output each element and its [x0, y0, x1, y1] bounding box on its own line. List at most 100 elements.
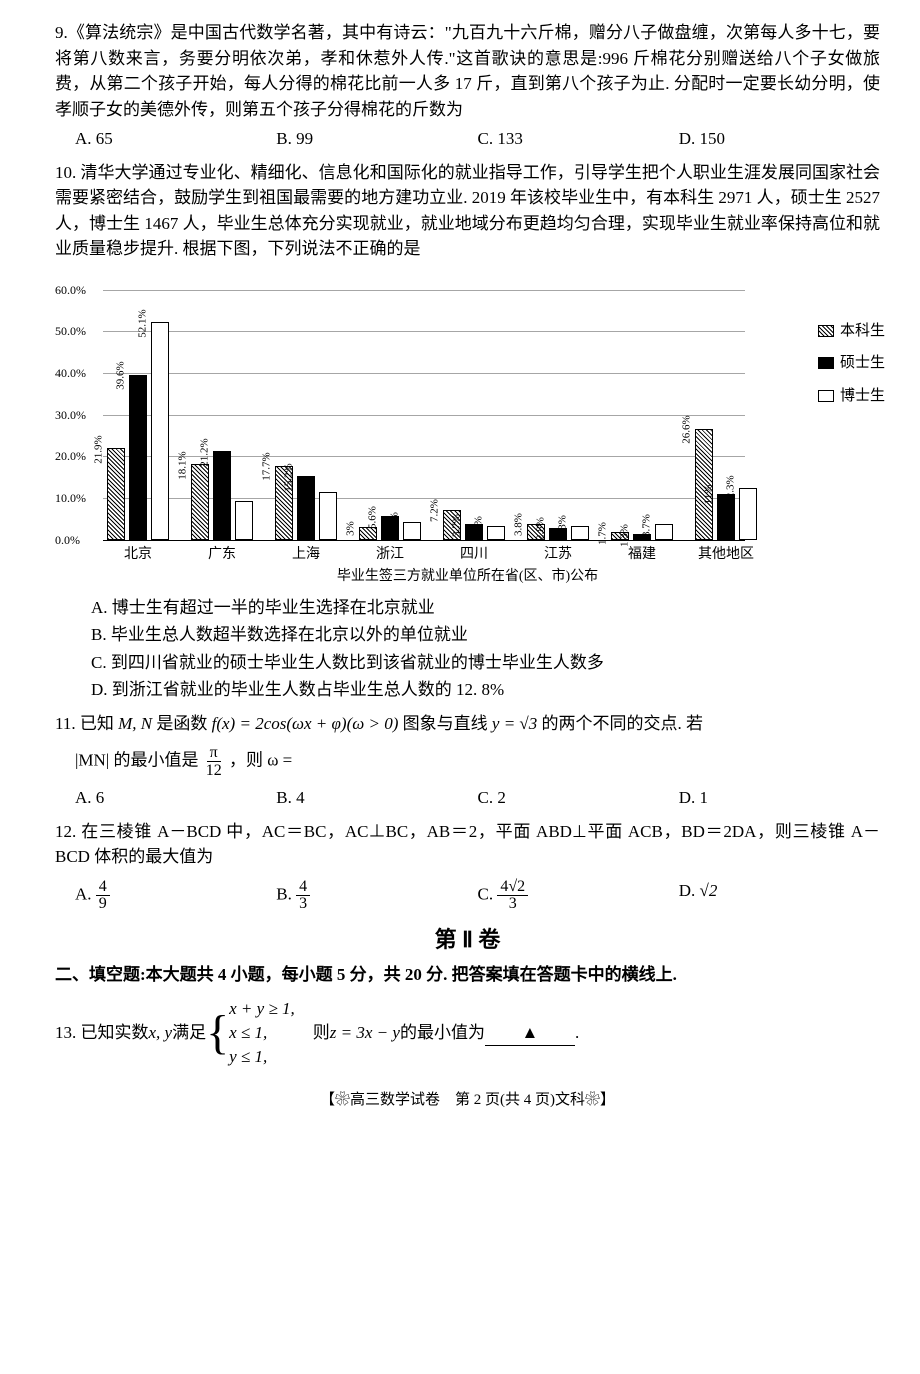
- q11-t1: 11. 已知: [55, 714, 118, 733]
- q10-opt-d: D. 到浙江省就业的毕业生人数占毕业生总人数的 12. 8%: [91, 677, 880, 703]
- legend-label: 博士生: [840, 385, 885, 408]
- bar: 3.7%: [655, 524, 673, 539]
- ytick: 40.0%: [55, 364, 86, 382]
- q11-line2: |MN| 的最小值是 π12 ，则 ω =: [75, 744, 880, 779]
- q9-text: 9.《算法统宗》是中国古代数学名著，其中有诗云："九百九十六斤棉，赠分八子做盘缠…: [55, 20, 880, 122]
- bar-label: 12.3%: [723, 475, 740, 503]
- legend-item: 硕士生: [818, 352, 885, 375]
- bar-label: 1.7%: [595, 522, 612, 545]
- category-label: 其他地区: [698, 544, 754, 565]
- q11-mn: M, N: [118, 714, 152, 733]
- bar: 52.1%: [151, 322, 169, 539]
- q12-b-d: 3: [296, 895, 310, 912]
- section-2-title: 第 Ⅱ 卷: [55, 923, 880, 956]
- q13-t1: 13. 已知实数: [55, 1020, 149, 1046]
- q9-opt-d: D. 150: [679, 126, 880, 152]
- bar-label: 3%: [343, 521, 360, 536]
- q13-xy: x, y: [149, 1020, 173, 1046]
- q11-t2: 是函数: [152, 714, 212, 733]
- q12-opt-b: B. 43: [276, 878, 477, 913]
- q11-yeq: y = √3: [492, 714, 537, 733]
- bar: 39.6%: [129, 375, 147, 540]
- bar-label: 3.3%: [555, 515, 572, 538]
- bar-group: 3.8%2.8%3.3%江苏: [527, 524, 589, 540]
- q11-t6: ，则 ω =: [229, 751, 292, 770]
- ytick: 20.0%: [55, 447, 86, 465]
- q11-frac-d: 12: [203, 762, 225, 779]
- q12-a-d: 9: [96, 895, 110, 912]
- legend-item: 本科生: [818, 320, 885, 343]
- q12-b-n: 4: [296, 878, 310, 896]
- q11-options: A. 6 B. 4 C. 2 D. 1: [75, 785, 880, 811]
- q11-t3: 图象与直线: [398, 714, 492, 733]
- question-9: 9.《算法统宗》是中国古代数学名著，其中有诗云："九百九十六斤棉，赠分八子做盘缠…: [55, 20, 880, 152]
- q12-d: √2: [700, 881, 718, 900]
- bar-group: 1.7%1.3%3.7%福建: [611, 524, 673, 539]
- q11-frac: π12: [203, 744, 225, 779]
- q13-z: z = 3x − y: [330, 1020, 400, 1046]
- legend: 本科生硕士生博士生: [818, 310, 885, 418]
- bar-label: 21.2%: [197, 438, 214, 466]
- bar-label: 21.9%: [91, 435, 108, 463]
- chart-title: 毕业生签三方就业单位所在省(区、市)公布: [55, 566, 880, 587]
- q13-t2: 满足: [172, 1020, 206, 1046]
- category-label: 四川: [460, 544, 488, 565]
- bar-label: 17.7%: [259, 453, 276, 481]
- bar-group: 17.7%15.2%11.4%上海: [275, 466, 337, 540]
- legend-swatch: [818, 325, 834, 337]
- bar-label: 3.7%: [639, 514, 656, 537]
- bar-label: 2.8%: [533, 517, 550, 540]
- bar: 12.3%: [739, 488, 757, 539]
- question-12: 12. 在三棱锥 A－BCD 中，AC＝BC，AC⊥BC，AB＝2，平面 ABD…: [55, 819, 880, 913]
- q13-system: x + y ≥ 1, x ≤ 1, y ≤ 1,: [229, 997, 295, 1068]
- q9-opt-b: B. 99: [276, 126, 477, 152]
- bar-label: 3.7%: [449, 514, 466, 537]
- bar-label: 52.1%: [135, 309, 152, 337]
- q11-t4: 的两个不同的交点. 若: [537, 714, 703, 733]
- ytick: 50.0%: [55, 322, 86, 340]
- category-label: 福建: [628, 544, 656, 565]
- category-label: 北京: [124, 544, 152, 565]
- bar: 3.3%: [571, 526, 589, 540]
- bar: 21.9%: [107, 448, 125, 539]
- q10-text: 10. 清华大学通过专业化、精细化、信息化和国际化的就业指导工作，引导学生把个人…: [55, 160, 880, 262]
- ytick: 60.0%: [55, 281, 86, 299]
- bar-label: 11.4%: [303, 479, 320, 507]
- bar-label: 39.6%: [113, 361, 130, 389]
- bar: 11.4%: [319, 492, 337, 540]
- q9-opt-c: C. 133: [478, 126, 679, 152]
- ytick: 0.0%: [55, 531, 80, 549]
- bar-label: 3.2%: [471, 516, 488, 539]
- category-label: 浙江: [376, 544, 404, 565]
- q10-opt-c: C. 到四川省就业的硕士毕业生人数比到该省就业的博士毕业生人数多: [91, 650, 880, 676]
- q12-opt-a: A. 49: [75, 878, 276, 913]
- q13-t3: 则: [313, 1020, 330, 1046]
- bar-label: 4.2%: [387, 512, 404, 535]
- q9-options: A. 65 B. 99 C. 133 D. 150: [75, 126, 880, 152]
- q11-opt-c: C. 2: [478, 785, 679, 811]
- legend-label: 本科生: [840, 320, 885, 343]
- bar-group: 18.1%21.2%9.3%广东: [191, 451, 253, 539]
- q12-a-n: 4: [96, 878, 110, 896]
- bar: 3.2%: [487, 526, 505, 539]
- q11-opt-d: D. 1: [679, 785, 880, 811]
- bar-label: 18.1%: [175, 451, 192, 479]
- question-10: 10. 清华大学通过专业化、精细化、信息化和国际化的就业指导工作，引导学生把个人…: [55, 160, 880, 703]
- question-11: 11. 已知 M, N 是函数 f(x) = 2cos(ωx + φ)(ω > …: [55, 711, 880, 811]
- category-label: 江苏: [544, 544, 572, 565]
- bar-label: 7.2%: [427, 499, 444, 522]
- gridline: [103, 540, 745, 541]
- q11-fx: f(x) = 2cos(ωx + φ)(ω > 0): [212, 714, 399, 733]
- bar-group: 21.9%39.6%52.1%北京: [107, 322, 169, 539]
- brace-icon: {: [206, 1009, 229, 1057]
- bar: 9.3%: [235, 501, 253, 540]
- legend-swatch: [818, 357, 834, 369]
- q10-chart: 0.0%10.0%20.0%30.0%40.0%50.0%60.0%21.9%3…: [55, 270, 880, 587]
- q11-frac-n: π: [207, 744, 221, 762]
- bar: 18.1%: [191, 464, 209, 539]
- q12-c-d: 3: [506, 895, 520, 912]
- q13-c3: y ≤ 1,: [229, 1047, 267, 1066]
- category-label: 广东: [208, 544, 236, 565]
- q11-line1: 11. 已知 M, N 是函数 f(x) = 2cos(ωx + φ)(ω > …: [55, 711, 880, 737]
- q12-c-n: 4√2: [497, 878, 528, 896]
